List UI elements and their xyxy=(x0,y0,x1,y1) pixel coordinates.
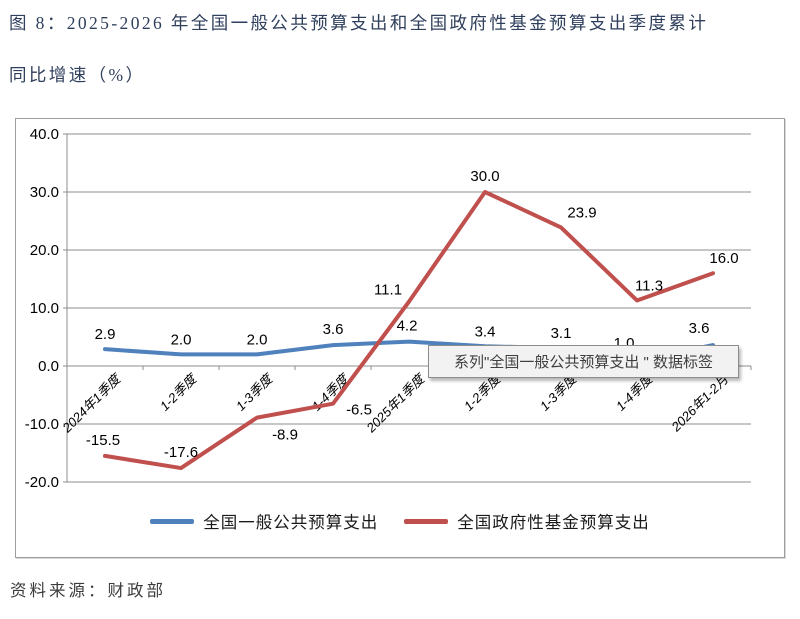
x-axis-label: 2025年1季度 xyxy=(363,370,429,436)
chart-legend: 全国一般公共预算支出 全国政府性基金预算支出 xyxy=(16,509,784,533)
figure-title-line1: 图 8：2025-2026 年全国一般公共预算支出和全国政府性基金预算支出季度累… xyxy=(9,13,709,33)
y-axis-tick-label: 10.0 xyxy=(30,300,59,317)
legend-line-swatch xyxy=(404,518,449,524)
legend-item-general-budget[interactable]: 全国一般公共预算支出 xyxy=(150,509,378,533)
data-label-tooltip: 系列"全国一般公共预算支出 " 数据标签 xyxy=(428,345,739,378)
data-label: 2.0 xyxy=(171,331,192,348)
y-axis-tick-label: 0.0 xyxy=(38,358,59,375)
data-label: 3.6 xyxy=(689,320,710,337)
chart-svg: 40.0 30.0 20.0 10.0 0.0 -10.0 -20.0 2024年1季度 1-2… xyxy=(25,126,752,491)
data-label: 2.9 xyxy=(95,326,116,343)
data-label: 11.3 xyxy=(635,277,663,294)
data-labels: 2.9 2.0 2.03.6 4.2 3.4 3.11.03.6-15.5-17.6-8.… xyxy=(86,168,739,461)
data-label: 16.0 xyxy=(709,250,738,267)
chart-container: 40.0 30.0 20.0 10.0 0.0 -10.0 -20.0 2024年1季度 1-2… xyxy=(15,118,785,558)
data-label: -6.5 xyxy=(346,402,372,419)
tooltip-text: 系列"全国一般公共预算支出 " 数据标签 xyxy=(454,354,713,371)
y-axis-tick-label: 40.0 xyxy=(30,126,59,143)
x-axis-labels: 2024年1季度 1-2季度 1-3季度 1-4季度 2025年1季度 1-2季度 1-3季… xyxy=(59,370,732,436)
y-axis-tick-label: -10.0 xyxy=(25,416,59,433)
legend-label: 全国政府性基金预算支出 xyxy=(457,513,650,532)
data-label: 11.1 xyxy=(374,282,402,299)
data-label: -15.5 xyxy=(86,432,120,449)
x-axis-label: 1-3季度 xyxy=(233,370,277,414)
data-label: 2.0 xyxy=(247,331,268,348)
data-label: 3.1 xyxy=(551,325,572,342)
data-label: 3.4 xyxy=(475,323,496,340)
y-axis-tick-label: -20.0 xyxy=(25,474,59,491)
y-axis-tick-label: 30.0 xyxy=(30,184,59,201)
gridlines xyxy=(67,133,751,483)
legend-label: 全国一般公共预算支出 xyxy=(203,513,379,532)
data-label: 4.2 xyxy=(397,318,418,335)
legend-line-swatch xyxy=(150,518,195,524)
x-axis-label: 2026年1-2月 xyxy=(668,371,732,435)
figure-title-line2: 同比增速（%） xyxy=(9,65,146,85)
source-note: 资料来源：财政部 xyxy=(10,581,166,600)
legend-item-govt-fund[interactable]: 全国政府性基金预算支出 xyxy=(404,509,650,533)
data-label: 3.6 xyxy=(323,321,344,338)
y-axis-tick-label: 20.0 xyxy=(30,242,59,259)
data-label: 30.0 xyxy=(470,168,499,185)
x-axis-label: 1-2季度 xyxy=(157,370,201,414)
data-label: -8.9 xyxy=(272,427,298,444)
series-line-govt-fund[interactable] xyxy=(103,190,715,471)
x-axis-label: 2024年1季度 xyxy=(59,370,125,436)
figure-title: 图 8：2025-2026 年全国一般公共预算支出和全国政府性基金预算支出季度累… xyxy=(9,10,793,87)
y-axis-labels: 40.0 30.0 20.0 10.0 0.0 -10.0 -20.0 xyxy=(25,126,59,491)
data-label: 23.9 xyxy=(567,204,596,221)
data-label: -17.6 xyxy=(164,444,198,461)
